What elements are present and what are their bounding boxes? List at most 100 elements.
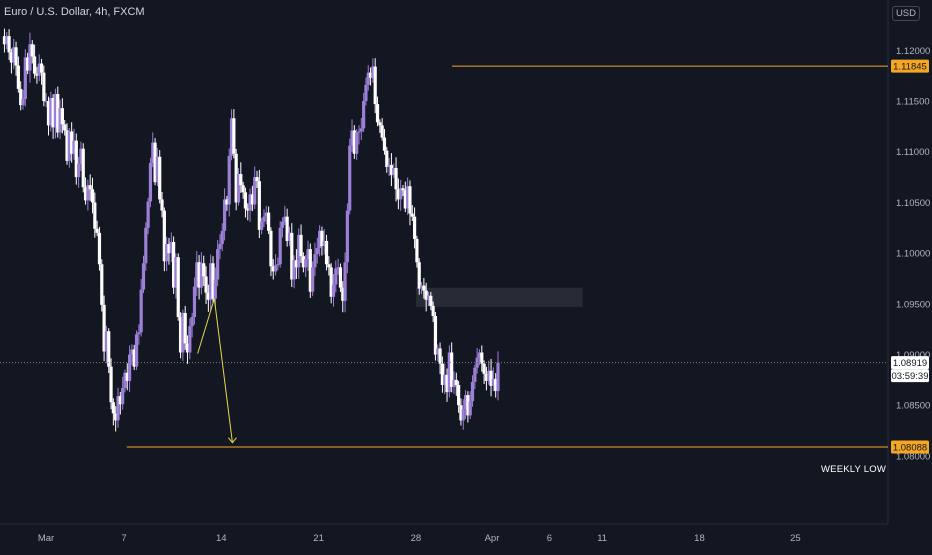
candle-body [322, 240, 326, 247]
candle [202, 255, 206, 286]
candle [199, 252, 204, 295]
candle-body [371, 66, 375, 78]
candle-body [253, 177, 257, 205]
candle-body [21, 99, 25, 106]
candle-body [403, 190, 407, 209]
candle [494, 373, 498, 398]
candle-body [9, 52, 14, 63]
candle [484, 366, 489, 391]
candle-body [290, 232, 294, 280]
candle [2, 28, 7, 53]
currency-button[interactable]: USD [891, 6, 920, 21]
candle [341, 281, 345, 313]
projection-path [197, 298, 233, 443]
candle [42, 65, 46, 107]
candle [292, 255, 296, 289]
candle [7, 29, 11, 61]
candles [2, 28, 500, 432]
candle [23, 49, 27, 107]
candle-body [79, 148, 83, 164]
candle [401, 185, 405, 197]
candle-body [491, 378, 495, 386]
candle-body [232, 118, 236, 154]
candle-body [373, 66, 377, 105]
candle-body [468, 401, 472, 416]
candle [236, 168, 241, 206]
candle [450, 342, 454, 393]
candle [457, 380, 461, 413]
candle [209, 254, 213, 311]
candle-body [466, 395, 470, 416]
candle-body [389, 164, 394, 176]
candle-body [5, 36, 9, 45]
candle-body [176, 257, 180, 318]
candle [417, 258, 421, 295]
candle [30, 40, 34, 64]
candle [111, 398, 115, 426]
candle [412, 207, 417, 249]
candle-body [447, 352, 451, 393]
y-tick-label: 1.08500 [896, 401, 930, 412]
x-tick-label: Apr [485, 533, 500, 544]
candle-body [496, 362, 500, 392]
candle [229, 109, 234, 161]
candle [489, 358, 493, 397]
candle-body [392, 167, 396, 176]
candle-body [77, 163, 81, 178]
candle-body [74, 140, 78, 178]
candle-body [431, 305, 435, 317]
candle-body [470, 381, 475, 402]
candle [290, 223, 294, 288]
candle-body [90, 189, 95, 203]
candle [32, 44, 37, 79]
candle-body [408, 186, 412, 214]
candle [158, 150, 162, 204]
candle-body [227, 155, 231, 205]
candle [440, 356, 444, 393]
candle [174, 253, 178, 299]
candle [19, 81, 23, 111]
candle-body [192, 286, 197, 318]
candle [239, 162, 243, 193]
candle-body [473, 367, 477, 382]
candle [301, 252, 305, 273]
candle [461, 399, 465, 430]
candle-body [139, 289, 143, 333]
candle [399, 180, 403, 211]
candle-body [348, 145, 352, 211]
candle [222, 188, 227, 241]
candle [264, 205, 268, 225]
candle-body [44, 101, 48, 103]
candle [100, 259, 104, 312]
candle [477, 349, 482, 366]
candle-body [26, 57, 30, 71]
candle-body [283, 216, 287, 222]
candle [132, 344, 136, 371]
candle-body [457, 384, 461, 406]
candle [21, 89, 25, 110]
candle-body [239, 174, 243, 186]
candle [308, 243, 312, 298]
candle-body [123, 372, 127, 388]
candle-body [477, 352, 482, 358]
candle [362, 93, 366, 132]
candle [368, 67, 373, 86]
candle-body [294, 260, 299, 268]
candle [366, 65, 370, 91]
candle-body [216, 249, 220, 280]
candle [130, 344, 134, 366]
candle-body [127, 354, 132, 381]
candle-body [329, 267, 333, 297]
candle [83, 177, 88, 205]
candle [322, 229, 326, 255]
candle [137, 324, 141, 345]
candle [378, 119, 382, 133]
candle [313, 242, 317, 277]
candle-body [459, 405, 463, 421]
candle [213, 267, 217, 307]
x-tick-label: 28 [411, 533, 422, 544]
candle [431, 301, 435, 323]
candle-body [378, 122, 382, 126]
